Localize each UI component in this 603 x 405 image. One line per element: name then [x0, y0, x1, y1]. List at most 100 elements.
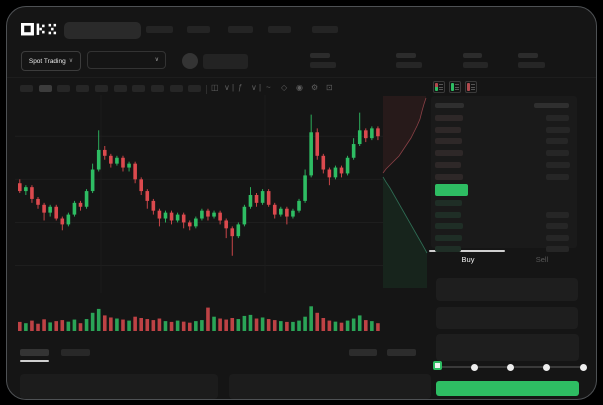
amount-slider-handle[interactable]	[433, 361, 442, 370]
bottom-action[interactable]	[349, 349, 377, 356]
chevron-down-icon: ∨	[154, 57, 159, 63]
bottom-active-tab-underline	[20, 360, 49, 362]
okx-logo[interactable]	[21, 23, 61, 36]
ask-row-price[interactable]	[435, 161, 461, 168]
stat-value	[463, 62, 488, 68]
chevron-down-icon: ∨	[68, 58, 74, 64]
chevron-down-icon[interactable]: ∨	[224, 83, 230, 92]
timeframe-button[interactable]	[76, 85, 90, 92]
candle-body	[60, 218, 65, 225]
timeframe-button[interactable]	[188, 85, 202, 92]
tab-sell[interactable]: Sell	[535, 255, 549, 264]
candle-body	[48, 206, 52, 213]
candle-body	[90, 169, 95, 192]
volume-bar	[351, 318, 356, 331]
spot-trading-button[interactable]: Spot Trading ∨	[21, 51, 81, 71]
candle-body	[370, 128, 374, 139]
volume-bar	[236, 319, 241, 331]
stat-label	[396, 53, 416, 58]
indicator-icon[interactable]: ƒ	[238, 83, 243, 92]
volume-bar	[133, 316, 137, 331]
last-price-pill[interactable]	[435, 184, 468, 196]
slider-stop-100[interactable]	[579, 364, 587, 371]
nav-item[interactable]	[146, 26, 173, 33]
slider-stop-75[interactable]	[543, 364, 551, 371]
ask-row-price[interactable]	[435, 126, 461, 133]
account-avatar[interactable]	[182, 53, 198, 69]
chevron-down-icon[interactable]: ∨	[251, 83, 257, 92]
candle-body	[272, 204, 277, 215]
candlestick-chart-canvas[interactable]	[15, 95, 383, 335]
candle-body	[30, 187, 34, 199]
bid-row-price[interactable]	[435, 200, 462, 206]
timeframe-button[interactable]	[38, 85, 52, 92]
settings-gear-icon[interactable]: ⚙	[311, 83, 319, 92]
timeframe-button[interactable]	[150, 85, 164, 92]
bottom-action[interactable]	[387, 349, 416, 356]
volume-bar	[102, 315, 107, 331]
buy-submit-button[interactable]	[436, 381, 579, 396]
bid-row-price[interactable]	[435, 223, 463, 229]
total-field[interactable]	[436, 334, 579, 361]
nav-item[interactable]	[228, 26, 253, 33]
candle-body	[236, 224, 241, 237]
toolbar-divider-glyph: |	[259, 83, 262, 92]
timeframe-button[interactable]	[57, 85, 71, 92]
volume-bar	[321, 318, 326, 331]
nav-item[interactable]	[268, 26, 291, 33]
timeframe-button[interactable]	[169, 85, 183, 92]
search-input[interactable]	[64, 22, 141, 39]
candle-body	[169, 212, 174, 221]
bid-row-price[interactable]	[435, 234, 462, 241]
volume-bar	[248, 314, 253, 331]
ask-row-price[interactable]	[435, 138, 462, 145]
volume-bar	[121, 319, 125, 331]
candle-body	[285, 208, 289, 217]
slider-stop-25[interactable]	[470, 364, 478, 371]
volume-bar	[212, 316, 216, 331]
timeframe-button[interactable]	[94, 85, 108, 92]
volume-bar	[357, 315, 362, 331]
ask-row-amount	[546, 173, 569, 180]
line-tool-icon[interactable]: ~	[266, 83, 271, 92]
toolbar-divider	[206, 85, 207, 94]
tab-buy[interactable]: Buy	[461, 255, 475, 264]
ask-row-price[interactable]	[435, 115, 463, 121]
volume-bar	[60, 320, 65, 331]
fullscreen-icon[interactable]: ⊡	[326, 83, 333, 92]
bottom-tab[interactable]	[61, 349, 90, 356]
orderbook-mode-both-icon[interactable]	[433, 81, 445, 93]
candle-body	[181, 214, 186, 223]
candle-type-icon[interactable]: ◫	[211, 83, 219, 92]
ask-row-price[interactable]	[435, 150, 463, 157]
candle-body	[187, 222, 192, 227]
orderbook-mode-bids-icon[interactable]	[449, 81, 461, 93]
pair-dropdown[interactable]: ∨	[87, 51, 166, 69]
timeframe-button[interactable]	[132, 85, 146, 92]
timeframe-button[interactable]	[113, 85, 127, 92]
amount-field[interactable]	[436, 307, 578, 329]
price-field[interactable]	[436, 278, 578, 301]
candle-body	[363, 130, 368, 139]
screenshot-camera-icon[interactable]: ◉	[296, 83, 303, 92]
ask-row-amount	[546, 115, 569, 121]
nav-item[interactable]	[312, 26, 338, 33]
candle-body	[248, 195, 253, 207]
candle-body	[96, 149, 101, 170]
nav-item[interactable]	[187, 26, 210, 33]
candle-body	[18, 183, 22, 192]
bid-row-price[interactable]	[435, 246, 461, 252]
orderbook-mode-asks-icon[interactable]	[465, 81, 477, 93]
slider-stop-50[interactable]	[507, 364, 514, 371]
ask-row-price[interactable]	[435, 173, 463, 180]
bottom-tab[interactable]	[20, 349, 49, 356]
candle-body	[109, 155, 113, 164]
candle-body	[266, 191, 271, 205]
bid-row-price[interactable]	[435, 211, 461, 218]
volume-bar	[175, 320, 180, 331]
mode-lines	[455, 83, 459, 91]
account-button[interactable]	[203, 54, 248, 69]
ask-row-amount	[546, 150, 569, 157]
draw-tool-icon[interactable]: ◇	[281, 83, 288, 92]
timeframe-button[interactable]	[20, 85, 33, 92]
